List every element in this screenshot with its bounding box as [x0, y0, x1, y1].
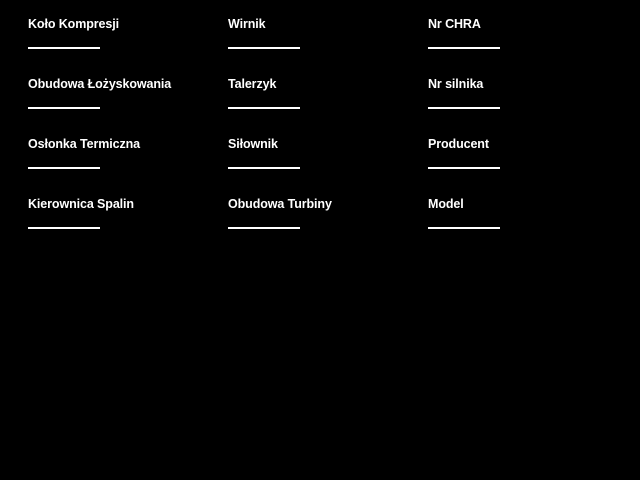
field-kierownica-spalin[interactable]: Kierownica Spalin [28, 196, 228, 256]
field-underline [428, 47, 500, 49]
field-label: Producent [428, 137, 489, 151]
field-underline [228, 167, 300, 169]
field-underline [428, 107, 500, 109]
field-silownik[interactable]: Siłownik [228, 136, 428, 196]
field-underline [28, 227, 100, 229]
field-label: Wirnik [228, 17, 266, 31]
field-label: Obudowa Łożyskowania [28, 77, 172, 91]
field-label: Osłonka Termiczna [28, 137, 140, 151]
field-underline [228, 47, 300, 49]
field-label: Nr CHRA [428, 17, 481, 31]
field-model[interactable]: Model [428, 196, 608, 256]
field-obudowa-turbiny[interactable]: Obudowa Turbiny [228, 196, 428, 256]
field-underline [28, 167, 100, 169]
field-label: Model [428, 197, 464, 211]
field-underline [28, 47, 100, 49]
field-wirnik[interactable]: Wirnik [228, 16, 428, 76]
field-underline [28, 107, 100, 109]
field-label: Talerzyk [228, 77, 277, 91]
field-producent[interactable]: Producent [428, 136, 608, 196]
field-underline [428, 167, 500, 169]
field-underline [428, 227, 500, 229]
field-oslonka-termiczna[interactable]: Osłonka Termiczna [28, 136, 228, 196]
field-label: Obudowa Turbiny [228, 197, 332, 211]
field-talerzyk[interactable]: Talerzyk [228, 76, 428, 136]
field-grid: Koło Kompresji Wirnik Nr CHRA Obudowa Ło… [28, 16, 608, 256]
field-label: Koło Kompresji [28, 17, 119, 31]
field-label: Nr silnika [428, 77, 484, 91]
field-label: Siłownik [228, 137, 278, 151]
field-nr-silnika[interactable]: Nr silnika [428, 76, 608, 136]
field-kolo-kompresji[interactable]: Koło Kompresji [28, 16, 228, 76]
field-underline [228, 107, 300, 109]
field-nr-chra[interactable]: Nr CHRA [428, 16, 608, 76]
field-underline [228, 227, 300, 229]
field-label: Kierownica Spalin [28, 197, 134, 211]
field-obudowa-lozyskowania[interactable]: Obudowa Łożyskowania [28, 76, 228, 136]
